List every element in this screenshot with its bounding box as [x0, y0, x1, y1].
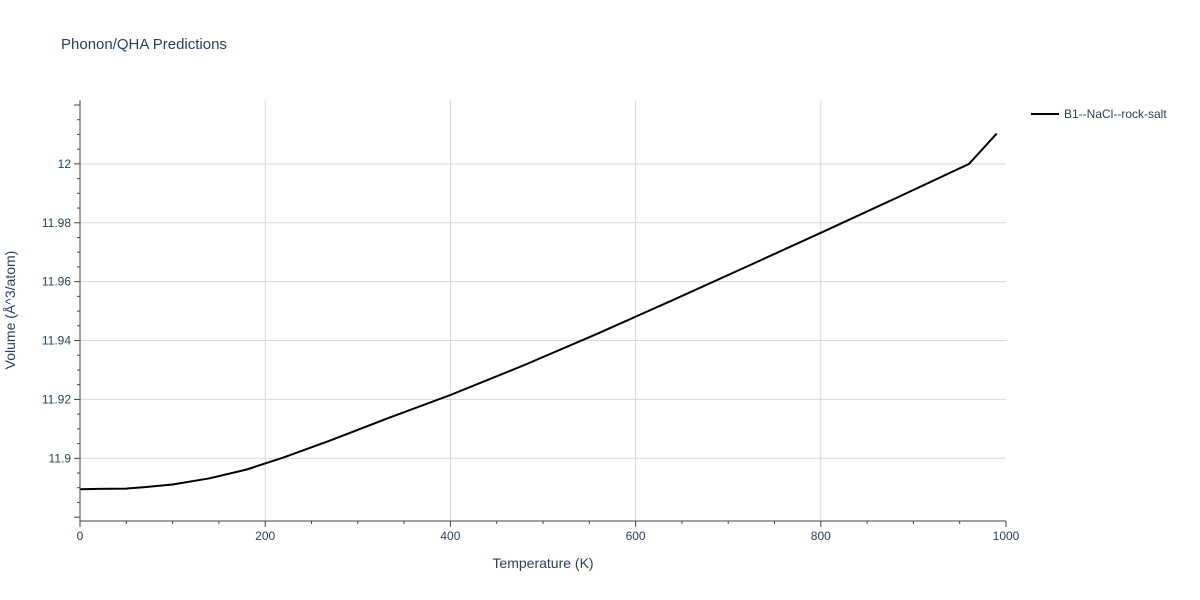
y-axis-ticks: 11.9 11.92 11.94 11.96 11.98 12	[42, 157, 71, 465]
y-axis-title: Volume (Å^3/atom)	[2, 251, 18, 370]
axes	[74, 100, 1007, 527]
grid-lines	[80, 100, 1006, 521]
series-layer	[79, 132, 998, 491]
legend-label[interactable]: B1--NaCl--rock-salt	[1064, 107, 1167, 121]
series-line	[79, 132, 998, 491]
x-tick-label: 800	[811, 529, 831, 543]
y-tick-label: 11.98	[42, 216, 71, 230]
x-tick-label: 0	[77, 529, 84, 543]
y-tick-label: 11.96	[42, 275, 71, 289]
x-tick-label: 600	[626, 529, 646, 543]
x-axis-ticks: 0 200 400 600 800 1000	[77, 529, 1020, 543]
x-tick-label: 1000	[993, 529, 1020, 543]
y-tick-label: 12	[58, 157, 72, 171]
x-axis-title: Temperature (K)	[492, 555, 593, 571]
y-tick-label: 11.9	[49, 451, 72, 465]
legend[interactable]: B1--NaCl--rock-salt	[1031, 107, 1167, 121]
x-tick-label: 400	[440, 529, 460, 543]
y-tick-label: 11.92	[42, 392, 71, 406]
chart-title: Phonon/QHA Predictions	[61, 36, 227, 53]
y-tick-label: 11.94	[42, 334, 71, 348]
x-tick-label: 200	[255, 529, 275, 543]
